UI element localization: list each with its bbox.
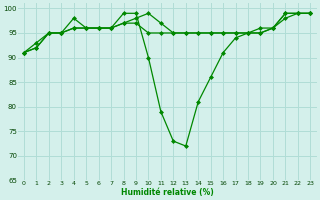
X-axis label: Humidité relative (%): Humidité relative (%)	[121, 188, 213, 197]
